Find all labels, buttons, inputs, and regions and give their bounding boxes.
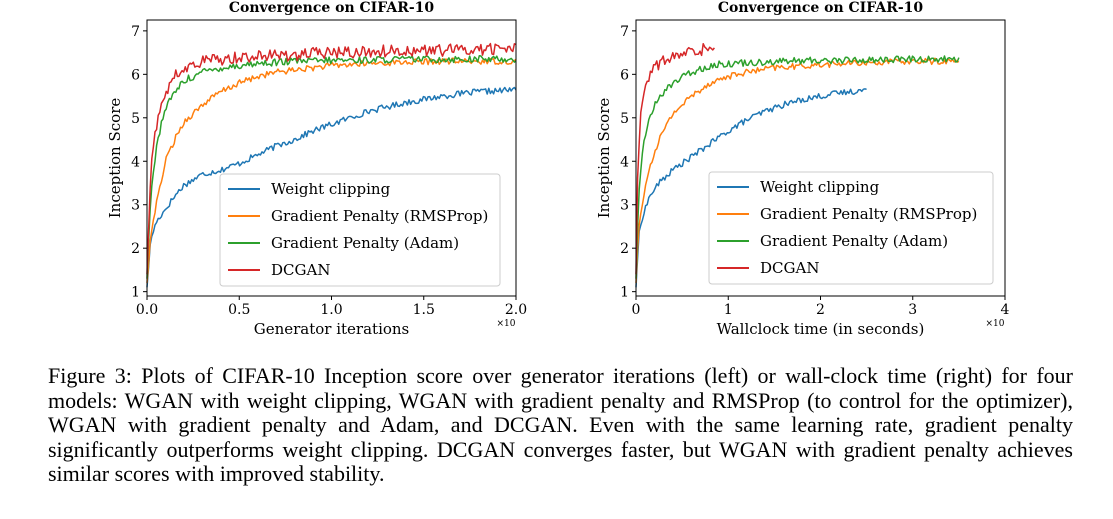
y-tick-label: 5 — [620, 111, 629, 127]
legend-entry: Weight clipping — [271, 180, 391, 198]
x-tick-label: 1.0 — [320, 302, 342, 318]
y-tick-label: 2 — [131, 241, 140, 257]
legend-entry: Gradient Penalty (RMSProp) — [760, 205, 977, 223]
chart-title: Convergence on CIFAR-10 — [229, 0, 435, 16]
y-axis-label: Inception Score — [595, 98, 613, 219]
series-line-3 — [635, 55, 960, 279]
y-axis-label: Inception Score — [106, 98, 124, 219]
chart-title: Convergence on CIFAR-10 — [718, 0, 924, 16]
x-axis-label: Generator iterations — [254, 320, 410, 338]
y-tick-label: 3 — [131, 198, 140, 214]
x-axis-label: Wallclock time (in seconds) — [717, 320, 925, 338]
series-line-1 — [146, 86, 517, 288]
y-tick-label: 6 — [620, 67, 629, 83]
x-tick-label: 1.5 — [413, 302, 435, 318]
legend-entry: Gradient Penalty (Adam) — [271, 234, 459, 252]
x-axis-multiplier: ×10 — [986, 319, 1005, 329]
x-tick-label: 2.0 — [505, 302, 527, 318]
y-tick-label: 4 — [620, 154, 629, 170]
series-line-2 — [635, 57, 960, 284]
legend-box — [219, 173, 501, 287]
y-tick-label: 3 — [620, 198, 629, 214]
y-tick-label: 6 — [131, 67, 140, 83]
y-tick-label: 2 — [620, 241, 629, 257]
legend-entry: DCGAN — [760, 259, 819, 277]
series-line-1 — [635, 88, 867, 288]
y-tick-label: 4 — [131, 154, 140, 170]
legend-entry: DCGAN — [271, 261, 330, 279]
legend-box — [708, 171, 994, 285]
x-tick-label: 1 — [724, 302, 733, 318]
legend-entry: Gradient Penalty (RMSProp) — [271, 207, 488, 225]
y-tick-label: 1 — [131, 285, 140, 301]
series-line-4 — [635, 42, 715, 275]
x-axis-multiplier: ×10 — [497, 319, 516, 329]
x-tick-label: 0.5 — [228, 302, 250, 318]
legend-entry: Gradient Penalty (Adam) — [760, 232, 948, 250]
x-tick-label: 0 — [632, 302, 641, 318]
x-tick-label: 2 — [816, 302, 825, 318]
y-tick-label: 1 — [620, 285, 629, 301]
y-tick-label: 7 — [131, 24, 140, 40]
x-tick-label: 3 — [908, 302, 917, 318]
figure-caption: Figure 3: Plots of CIFAR-10 Inception sc… — [48, 363, 1073, 486]
legend-entry: Weight clipping — [760, 178, 880, 196]
x-tick-label: 4 — [1001, 302, 1010, 318]
series-line-3 — [146, 55, 517, 279]
y-tick-label: 7 — [620, 24, 629, 40]
chart-panel-2: Convergence on CIFAR-100 1 2 3 41234567Wallc… — [595, 0, 1010, 338]
series-line-4 — [146, 42, 517, 275]
chart-panel-1: Convergence on CIFAR-10 0.0 0.5 1.0 1.5 2.0 1 2… — [106, 0, 527, 338]
y-tick-label: 5 — [131, 111, 140, 127]
x-tick-label: 0.0 — [136, 302, 158, 318]
